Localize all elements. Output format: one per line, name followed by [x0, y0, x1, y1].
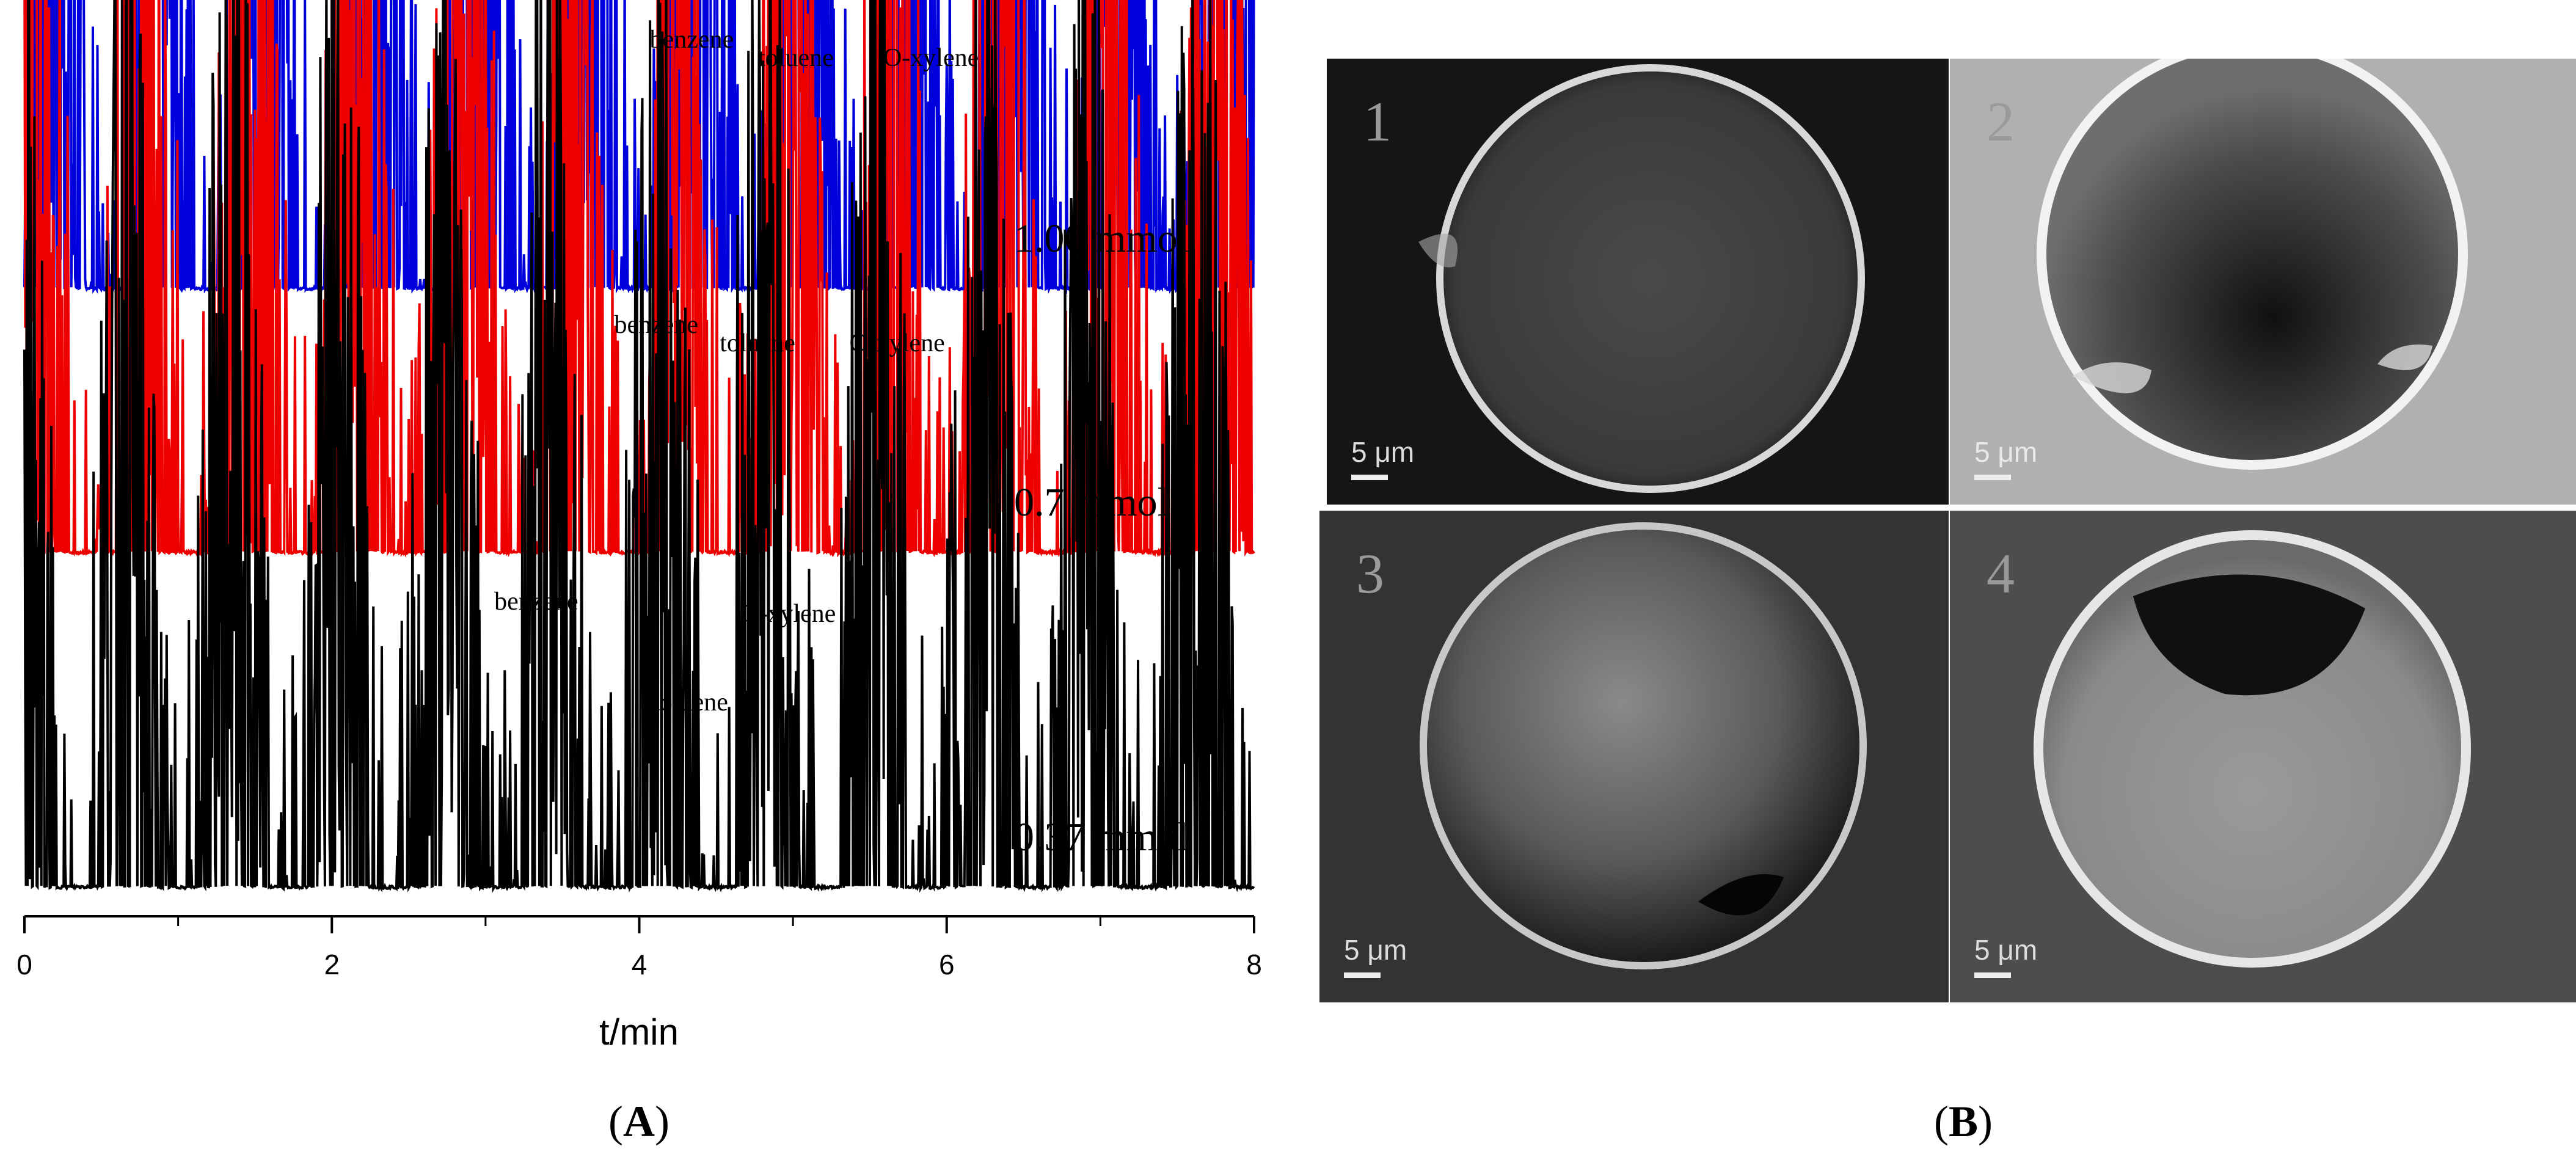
scale-bar-icon [1974, 972, 2011, 978]
series-line-2 [23, 0, 1255, 558]
peak-labels: benzene toluene O-xylene benzene toluene O-xy… [494, 26, 979, 717]
panel-label-b-letter: B [1948, 1097, 1979, 1146]
peak-label: O-xylene [740, 600, 836, 628]
x-axis-label: t/min [599, 1012, 679, 1052]
sem-image-3-picture [1319, 511, 1949, 1002]
peak-label: toluene [720, 329, 795, 357]
sem-image-2: 2 5 μm [1950, 59, 2576, 505]
panel-label-a: (A) [608, 1097, 670, 1146]
x-tick-label: 0 [16, 949, 32, 980]
sem-image-1-picture [1327, 59, 1949, 505]
sem-image-4-scale: 5 μm [1974, 933, 2037, 978]
sem-image-1-number: 1 [1363, 90, 1392, 153]
concentration-labels: 1.00 mmol 0.7 mmol 0.37 mmol [1014, 216, 1189, 859]
sem-image-4-scale-text: 5 μm [1974, 934, 2038, 966]
peak-label: O-xylene [849, 329, 944, 357]
x-tick-label: 6 [939, 949, 955, 980]
peak-label: toluene [652, 688, 728, 717]
series-line-3 [23, 0, 1255, 893]
x-ticks: 0 2 4 6 8 [16, 916, 1262, 980]
series-label: 1.00 mmol [1014, 216, 1189, 261]
sem-image-2-picture [1950, 59, 2576, 505]
series-label: 0.37 mmol [1014, 815, 1189, 859]
chromatogram-traces [23, 0, 1255, 893]
sem-image-3-scale: 5 μm [1344, 933, 1407, 978]
sem-image-1-scale: 5 μm [1351, 436, 1414, 480]
x-tick-label: 2 [324, 949, 340, 980]
peak-label: benzene [494, 588, 578, 616]
sem-image-3: 3 5 μm [1319, 511, 1949, 1002]
series-label: 0.7 mmol [1014, 480, 1169, 525]
x-axis: 0 2 4 6 8 t/min [16, 915, 1262, 1052]
panel-label-a-letter: A [622, 1097, 655, 1146]
scale-bar-icon [1351, 475, 1388, 480]
scale-bar-icon [1974, 475, 2011, 480]
sem-image-grid: 1 5 μm 2 5 μm [1319, 59, 2576, 1002]
x-tick-label: 4 [632, 949, 648, 980]
sem-image-3-scale-text: 5 μm [1344, 934, 1407, 966]
sem-image-1: 1 5 μm [1327, 59, 1949, 505]
peak-label: O-xylene [883, 44, 979, 72]
sem-image-2-scale: 5 μm [1974, 436, 2037, 480]
sem-image-4-picture [1950, 511, 2576, 1002]
sem-image-4-number: 4 [1987, 542, 2015, 605]
sem-image-1-scale-text: 5 μm [1351, 436, 1415, 468]
sem-image-2-scale-text: 5 μm [1974, 436, 2038, 468]
scale-bar-icon [1344, 972, 1381, 978]
sem-image-3-number: 3 [1356, 542, 1384, 605]
x-tick-label: 8 [1246, 949, 1262, 980]
panel-label-b: (B) [1934, 1097, 1993, 1146]
sem-image-2-number: 2 [1987, 90, 2015, 153]
chromatogram-chart: benzene toluene O-xylene benzene toluene O-xy… [16, 0, 1262, 1052]
peak-label: toluene [758, 44, 834, 72]
peak-label: benzene [650, 26, 734, 54]
sem-image-4: 4 5 μm [1950, 511, 2576, 1002]
peak-label: benzene [614, 311, 698, 339]
